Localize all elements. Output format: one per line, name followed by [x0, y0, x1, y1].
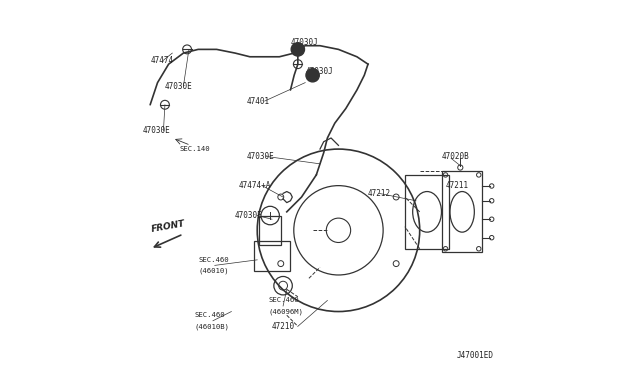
Text: 47212: 47212	[368, 189, 391, 198]
Text: SEC.460: SEC.460	[268, 298, 299, 304]
Text: 47030J: 47030J	[291, 38, 318, 46]
Bar	[442, 171, 483, 253]
Text: 47210: 47210	[271, 322, 294, 331]
Text: FRONT: FRONT	[151, 219, 186, 234]
Circle shape	[291, 43, 305, 56]
Text: 47030J: 47030J	[305, 67, 333, 76]
Text: (46096M): (46096M)	[268, 308, 303, 315]
Text: SEC.460: SEC.460	[198, 257, 228, 263]
Text: 47030E: 47030E	[165, 82, 193, 91]
Bar	[259, 215, 281, 245]
Text: (46010B): (46010B)	[195, 323, 230, 330]
Text: 47401: 47401	[246, 97, 269, 106]
Bar	[405, 175, 449, 249]
Bar	[253, 241, 291, 271]
Text: SEC.140: SEC.140	[180, 146, 211, 152]
Text: 47474+A: 47474+A	[239, 182, 271, 190]
Text: J47001ED: J47001ED	[456, 350, 493, 359]
Circle shape	[306, 68, 319, 82]
Text: (46010): (46010)	[198, 268, 228, 274]
Text: 47030E: 47030E	[235, 211, 263, 220]
Text: 47020B: 47020B	[442, 152, 470, 161]
Text: 47211: 47211	[445, 182, 468, 190]
Text: 47030E: 47030E	[246, 152, 274, 161]
Text: 47030E: 47030E	[143, 126, 170, 135]
Text: SEC.460: SEC.460	[195, 312, 225, 318]
Text: 47474: 47474	[150, 56, 173, 65]
